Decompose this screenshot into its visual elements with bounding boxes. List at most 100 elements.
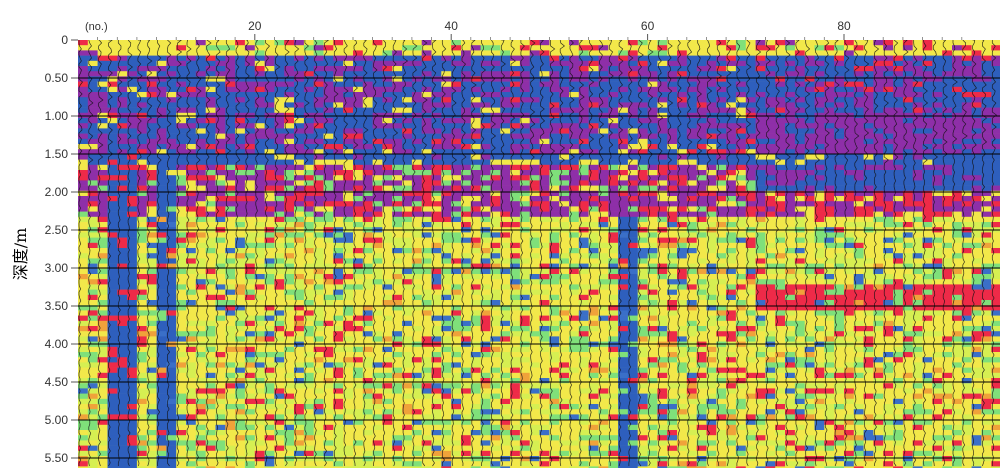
heatmap-cell [205, 263, 216, 270]
heatmap-cell [402, 284, 413, 290]
heatmap-cell [402, 128, 413, 134]
heatmap-cell [97, 92, 108, 98]
heatmap-cell [323, 206, 334, 212]
heatmap-cell [392, 336, 403, 342]
heatmap-cell [608, 284, 619, 290]
heatmap-cell [657, 310, 668, 316]
heatmap-cell [559, 60, 570, 67]
heatmap-cell [500, 258, 511, 264]
heatmap-cell [411, 118, 423, 124]
heatmap-cell [657, 55, 668, 62]
heatmap-cell [97, 180, 108, 186]
heatmap-cell [264, 294, 275, 301]
heatmap-cell [421, 300, 432, 306]
heatmap-cell [510, 300, 521, 306]
heatmap-cell [578, 107, 590, 114]
heatmap-cell [117, 253, 128, 259]
heatmap-cell [637, 284, 648, 290]
heatmap-cell [421, 175, 432, 181]
heatmap-cell [569, 50, 580, 56]
heatmap-cell [578, 149, 590, 155]
heatmap-cell [637, 206, 648, 212]
heatmap-cell [274, 409, 285, 415]
heatmap-cell [510, 466, 521, 468]
heatmap-cell [549, 424, 560, 431]
heatmap-cell [225, 367, 236, 374]
heatmap-cell [618, 222, 629, 228]
heatmap-cell [451, 76, 462, 82]
heatmap-cell [166, 86, 177, 93]
heatmap-cell [176, 253, 187, 259]
heatmap-cell [539, 154, 550, 160]
heatmap-cell [244, 284, 256, 290]
heatmap-cell [372, 128, 383, 134]
heatmap-cell [618, 232, 629, 238]
heatmap-cell [107, 196, 118, 202]
heatmap-cell [461, 102, 472, 108]
heatmap-cell [500, 331, 511, 337]
heatmap-cell [372, 86, 383, 93]
heatmap-cell [510, 211, 521, 218]
heatmap-cell [569, 190, 580, 197]
heatmap-cell [500, 206, 511, 212]
heatmap-cell [244, 159, 256, 166]
heatmap-cell [107, 66, 118, 72]
heatmap-cell [451, 284, 462, 290]
heatmap-cell [598, 258, 609, 264]
heatmap-cell [618, 92, 629, 98]
heatmap-cell [549, 310, 560, 316]
heatmap-cell [205, 393, 216, 400]
heatmap-cell [647, 419, 658, 426]
heatmap-cell [431, 102, 442, 108]
heatmap-cell [421, 440, 432, 446]
heatmap-cell [97, 409, 108, 415]
heatmap-cell [480, 310, 491, 316]
heatmap-cell [490, 445, 501, 452]
heatmap-cell [588, 81, 599, 88]
heatmap-cell [441, 279, 452, 285]
heatmap-cell [470, 346, 482, 353]
heatmap-cell [353, 128, 364, 134]
heatmap-cell [264, 97, 275, 103]
heatmap-cell [186, 274, 197, 280]
heatmap-cell [176, 237, 187, 244]
heatmap-cell [78, 367, 89, 374]
heatmap-cell [303, 367, 315, 374]
heatmap-cell [402, 419, 413, 426]
heatmap-cell [87, 404, 99, 410]
heatmap-cell [343, 430, 354, 436]
heatmap-cell [343, 50, 354, 56]
heatmap-cell [117, 263, 128, 270]
heatmap-cell [637, 372, 648, 379]
heatmap-cell [333, 118, 344, 124]
heatmap-cell [539, 102, 550, 108]
heatmap-cell [490, 206, 501, 212]
heatmap-cell [284, 409, 295, 415]
heatmap-cell [97, 216, 108, 223]
heatmap-cell [461, 164, 472, 171]
heatmap-cell [461, 315, 472, 322]
heatmap-cell [559, 190, 570, 197]
heatmap-cell [166, 404, 177, 410]
heatmap-cell [627, 404, 639, 410]
heatmap-cell [176, 430, 187, 436]
heatmap-cell [657, 388, 668, 394]
heatmap-cell [313, 237, 324, 244]
heatmap-cell [313, 430, 324, 436]
heatmap-cell [127, 138, 138, 145]
heatmap-cell [647, 388, 658, 394]
heatmap-cell [225, 180, 236, 186]
heatmap-cell [441, 310, 452, 316]
heatmap-cell [637, 393, 648, 400]
heatmap-cell [107, 170, 118, 176]
heatmap-cell [205, 45, 216, 51]
heatmap-cell [323, 133, 334, 140]
heatmap-cell [323, 310, 334, 316]
heatmap-cell [254, 466, 266, 468]
heatmap-cell [539, 461, 550, 467]
heatmap-cell [470, 190, 482, 197]
heatmap-cell [618, 383, 629, 389]
heatmap-cell [205, 248, 216, 254]
heatmap-cell [519, 149, 531, 155]
heatmap-cell [166, 393, 177, 400]
